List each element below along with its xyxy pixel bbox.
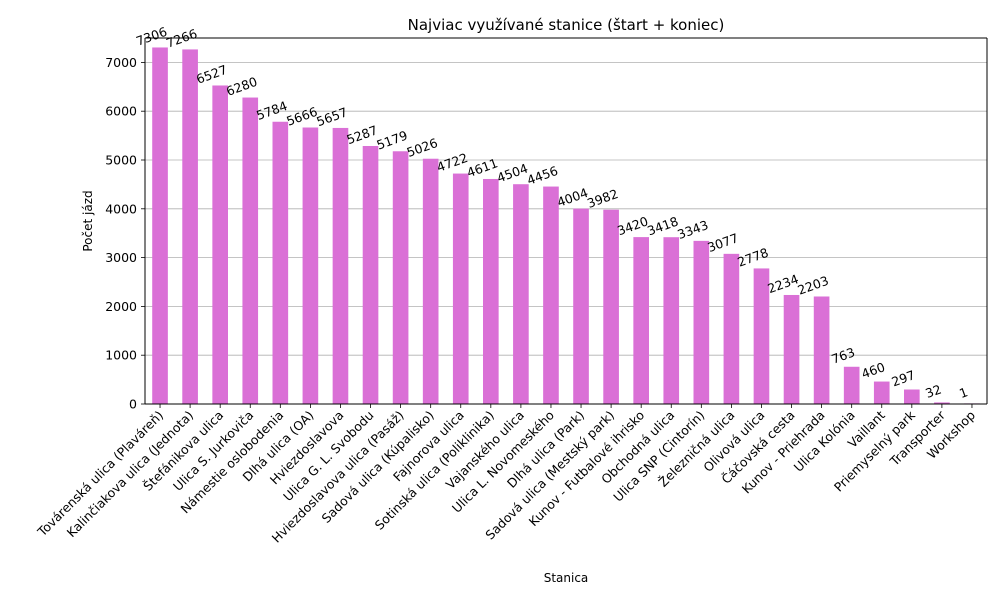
- data-label: 5784: [254, 98, 289, 123]
- x-axis-title: Stanica: [544, 571, 589, 585]
- bar: [904, 389, 920, 404]
- bar: [242, 97, 259, 404]
- data-label: 3418: [645, 213, 680, 238]
- data-label: 460: [859, 359, 887, 381]
- bar: [483, 178, 499, 404]
- data-label: 4722: [435, 150, 470, 175]
- x-tick-labels: Továrenská ulica (Plaváreň)Kalinčiakova …: [34, 407, 978, 546]
- y-tick-label: 3000: [105, 250, 137, 265]
- bar: [693, 240, 710, 404]
- bar: [212, 85, 228, 405]
- bar: [543, 186, 559, 404]
- bar: [663, 237, 680, 404]
- data-label: 5026: [405, 135, 440, 160]
- y-tick-label: 1000: [105, 348, 137, 363]
- bar: [934, 402, 950, 404]
- data-label: 32: [923, 381, 943, 401]
- bar: [813, 296, 830, 404]
- bar: [332, 127, 349, 404]
- data-label: 5179: [375, 128, 410, 153]
- y-tick-label: 7000: [105, 55, 137, 70]
- data-label: 6527: [194, 62, 229, 87]
- y-tick-label: 2000: [105, 299, 137, 314]
- data-label: 3982: [585, 186, 620, 211]
- bar: [843, 366, 860, 404]
- y-axis-title: Počet jázd: [81, 190, 95, 251]
- bar: [603, 209, 619, 404]
- data-label: 297: [890, 367, 918, 389]
- bar: [272, 121, 289, 405]
- data-label: 5657: [314, 104, 349, 129]
- bar: [452, 173, 469, 404]
- y-tick-label: 4000: [105, 201, 137, 216]
- x-tick-label: Kalinčiakova ulica (Jednota): [64, 408, 197, 541]
- data-label: 3343: [675, 217, 710, 242]
- bars: [152, 47, 980, 405]
- bar: [182, 49, 198, 405]
- bar: [152, 47, 168, 405]
- bar: [362, 145, 379, 405]
- data-label: 1: [957, 384, 970, 401]
- chart-title: Najviac využívané stanice (štart + konie…: [408, 16, 725, 34]
- bar: [392, 151, 409, 404]
- y-tick-label: 5000: [105, 153, 137, 168]
- data-label: 2778: [735, 245, 770, 270]
- bar: [723, 253, 740, 404]
- x-tick-label: Továrenská ulica (Plaváreň): [34, 408, 166, 540]
- y-tick-labels: 0 1000 2000 3000 4000 5000 6000 7000: [105, 55, 137, 412]
- bar: [573, 208, 589, 404]
- axes: [141, 37, 988, 408]
- bar: [302, 127, 319, 404]
- data-label: 2203: [796, 273, 831, 298]
- data-label: 763: [829, 344, 857, 366]
- bar: [873, 381, 890, 404]
- data-label: 6280: [224, 74, 259, 99]
- bar: [633, 237, 649, 404]
- data-label: 4611: [465, 155, 500, 180]
- data-label: 3077: [705, 230, 740, 255]
- bar: [783, 294, 800, 404]
- y-tick-label: 0: [129, 397, 137, 412]
- data-label: 5287: [344, 122, 379, 147]
- bar: [513, 184, 529, 404]
- bar: [753, 268, 770, 404]
- data-label: 4456: [525, 163, 560, 188]
- bar: [422, 158, 439, 404]
- y-tick-label: 6000: [105, 104, 137, 119]
